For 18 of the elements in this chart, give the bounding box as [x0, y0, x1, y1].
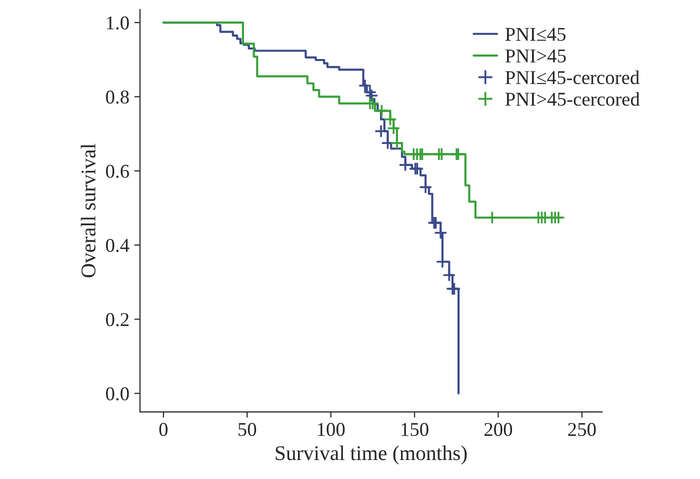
legend-label: PNI>45 [505, 50, 566, 63]
y-axis-title: Overall survival [80, 144, 96, 278]
y-tick-label: 1.0 [106, 16, 129, 30]
y-tick-label: 0.4 [106, 238, 130, 252]
x-tick-label: 250 [568, 422, 596, 436]
x-tick-label: 50 [238, 422, 256, 436]
y-tick-label: 0.8 [106, 90, 129, 104]
y-tick-label: 0.0 [106, 387, 129, 400]
legend-label: PNI>45-cercored [505, 92, 640, 106]
x-axis-title: Survival time (months) [276, 446, 467, 464]
x-tick-label: 0 [159, 422, 168, 436]
legend-label: PNI≤45 [505, 28, 566, 41]
x-tick-label: 150 [402, 422, 428, 436]
y-tick-label: 0.6 [106, 164, 130, 178]
x-tick-label: 200 [484, 422, 512, 436]
legend-label: PNI≤45-cercored [505, 70, 640, 84]
x-tick-label: 100 [318, 422, 345, 436]
y-tick-label: 0.2 [106, 313, 129, 326]
